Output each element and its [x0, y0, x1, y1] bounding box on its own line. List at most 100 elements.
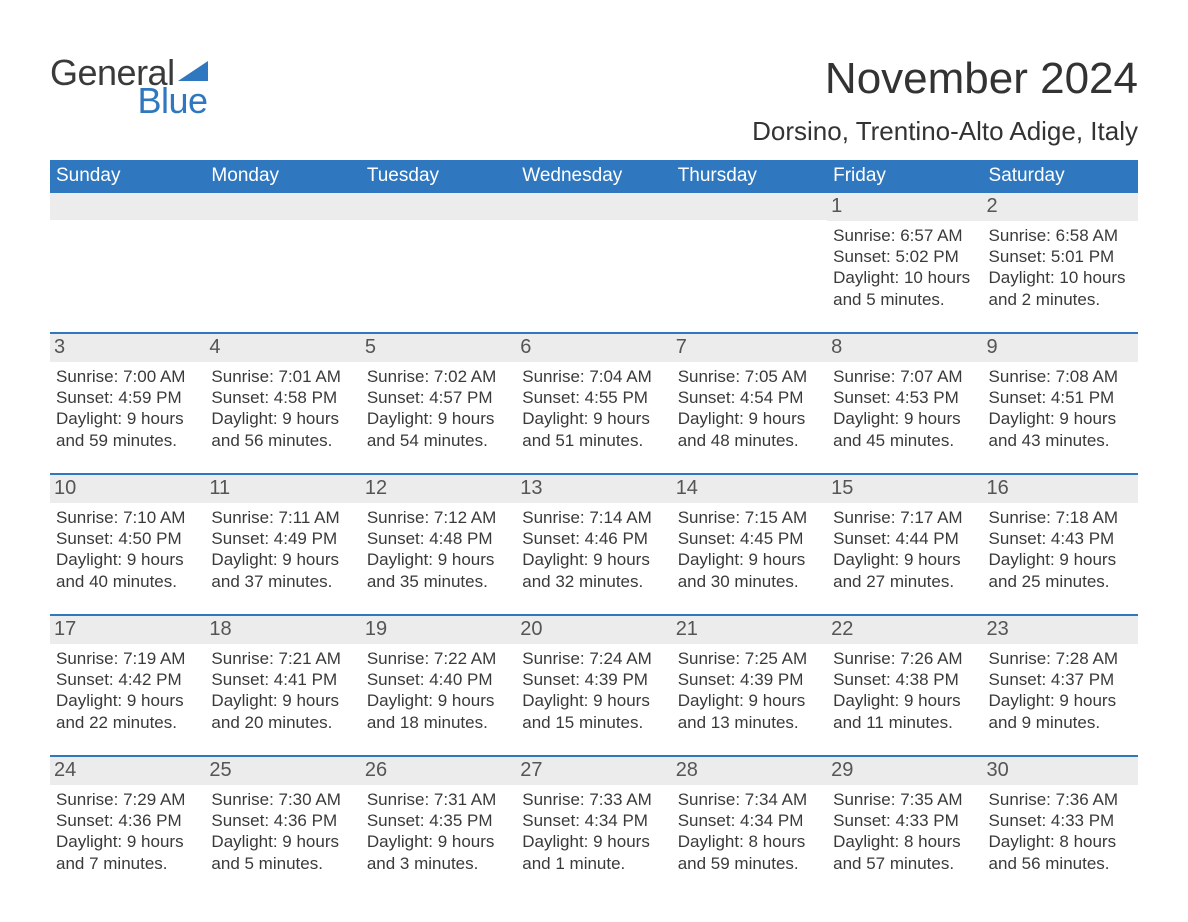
daylight1-text: Daylight: 9 hours [678, 408, 821, 429]
daylight2-text: and 3 minutes. [367, 853, 510, 874]
daylight1-text: Daylight: 9 hours [367, 549, 510, 570]
sunrise-text: Sunrise: 7:04 AM [522, 366, 665, 387]
calendar: Sunday Monday Tuesday Wednesday Thursday… [50, 160, 1138, 882]
daylight1-text: Daylight: 8 hours [833, 831, 976, 852]
sunrise-text: Sunrise: 7:26 AM [833, 648, 976, 669]
day-header-row: Sunday Monday Tuesday Wednesday Thursday… [50, 160, 1138, 193]
sunrise-text: Sunrise: 7:19 AM [56, 648, 199, 669]
calendar-cell: 17Sunrise: 7:19 AMSunset: 4:42 PMDayligh… [50, 616, 205, 741]
calendar-cell: 3Sunrise: 7:00 AMSunset: 4:59 PMDaylight… [50, 334, 205, 459]
calendar-cell [516, 193, 671, 318]
calendar-cell: 29Sunrise: 7:35 AMSunset: 4:33 PMDayligh… [827, 757, 982, 882]
sunset-text: Sunset: 4:54 PM [678, 387, 821, 408]
daylight2-text: and 18 minutes. [367, 712, 510, 733]
sunrise-text: Sunrise: 7:00 AM [56, 366, 199, 387]
day-number [361, 193, 516, 220]
sunrise-text: Sunrise: 7:08 AM [989, 366, 1132, 387]
sunrise-text: Sunrise: 7:34 AM [678, 789, 821, 810]
daylight1-text: Daylight: 9 hours [833, 549, 976, 570]
day-number: 10 [50, 475, 205, 503]
daylight1-text: Daylight: 9 hours [833, 690, 976, 711]
daylight2-text: and 5 minutes. [211, 853, 354, 874]
sunrise-text: Sunrise: 7:10 AM [56, 507, 199, 528]
sunset-text: Sunset: 4:39 PM [522, 669, 665, 690]
sunset-text: Sunset: 4:41 PM [211, 669, 354, 690]
sunrise-text: Sunrise: 7:28 AM [989, 648, 1132, 669]
calendar-cell: 1Sunrise: 6:57 AMSunset: 5:02 PMDaylight… [827, 193, 982, 318]
daylight2-text: and 9 minutes. [989, 712, 1132, 733]
daylight2-text: and 25 minutes. [989, 571, 1132, 592]
calendar-cell: 6Sunrise: 7:04 AMSunset: 4:55 PMDaylight… [516, 334, 671, 459]
day-number [50, 193, 205, 220]
sunrise-text: Sunrise: 7:36 AM [989, 789, 1132, 810]
sunset-text: Sunset: 4:59 PM [56, 387, 199, 408]
day-number: 19 [361, 616, 516, 644]
daylight2-text: and 32 minutes. [522, 571, 665, 592]
day-number [516, 193, 671, 220]
day-number: 25 [205, 757, 360, 785]
calendar-cell: 25Sunrise: 7:30 AMSunset: 4:36 PMDayligh… [205, 757, 360, 882]
week-row: 3Sunrise: 7:00 AMSunset: 4:59 PMDaylight… [50, 332, 1138, 459]
sunrise-text: Sunrise: 7:15 AM [678, 507, 821, 528]
sunset-text: Sunset: 5:01 PM [989, 246, 1132, 267]
daylight2-text: and 27 minutes. [833, 571, 976, 592]
day-number: 7 [672, 334, 827, 362]
sunrise-text: Sunrise: 7:14 AM [522, 507, 665, 528]
day-number: 23 [983, 616, 1138, 644]
sunset-text: Sunset: 4:49 PM [211, 528, 354, 549]
sunset-text: Sunset: 4:35 PM [367, 810, 510, 831]
day-number: 6 [516, 334, 671, 362]
day-number: 14 [672, 475, 827, 503]
calendar-cell: 14Sunrise: 7:15 AMSunset: 4:45 PMDayligh… [672, 475, 827, 600]
day-number: 22 [827, 616, 982, 644]
calendar-cell: 19Sunrise: 7:22 AMSunset: 4:40 PMDayligh… [361, 616, 516, 741]
calendar-cell [50, 193, 205, 318]
calendar-cell [205, 193, 360, 318]
day-number: 15 [827, 475, 982, 503]
daylight1-text: Daylight: 9 hours [56, 549, 199, 570]
sunset-text: Sunset: 4:55 PM [522, 387, 665, 408]
daylight1-text: Daylight: 9 hours [678, 690, 821, 711]
sunset-text: Sunset: 4:34 PM [522, 810, 665, 831]
calendar-cell: 8Sunrise: 7:07 AMSunset: 4:53 PMDaylight… [827, 334, 982, 459]
daylight2-text: and 11 minutes. [833, 712, 976, 733]
logo: General Blue [50, 55, 208, 119]
daylight1-text: Daylight: 9 hours [833, 408, 976, 429]
sunset-text: Sunset: 4:43 PM [989, 528, 1132, 549]
daylight1-text: Daylight: 9 hours [989, 690, 1132, 711]
daylight2-text: and 13 minutes. [678, 712, 821, 733]
day-number: 30 [983, 757, 1138, 785]
daylight2-text: and 40 minutes. [56, 571, 199, 592]
daylight2-text: and 59 minutes. [678, 853, 821, 874]
daylight1-text: Daylight: 8 hours [678, 831, 821, 852]
daylight2-text: and 45 minutes. [833, 430, 976, 451]
day-header-saturday: Saturday [983, 160, 1138, 193]
day-number: 16 [983, 475, 1138, 503]
calendar-cell: 21Sunrise: 7:25 AMSunset: 4:39 PMDayligh… [672, 616, 827, 741]
calendar-cell [672, 193, 827, 318]
day-number: 2 [983, 193, 1138, 221]
sunset-text: Sunset: 4:44 PM [833, 528, 976, 549]
sunset-text: Sunset: 4:46 PM [522, 528, 665, 549]
calendar-cell: 27Sunrise: 7:33 AMSunset: 4:34 PMDayligh… [516, 757, 671, 882]
sunrise-text: Sunrise: 6:58 AM [989, 225, 1132, 246]
day-number: 18 [205, 616, 360, 644]
calendar-cell: 20Sunrise: 7:24 AMSunset: 4:39 PMDayligh… [516, 616, 671, 741]
sunrise-text: Sunrise: 7:29 AM [56, 789, 199, 810]
calendar-cell: 9Sunrise: 7:08 AMSunset: 4:51 PMDaylight… [983, 334, 1138, 459]
sunset-text: Sunset: 4:53 PM [833, 387, 976, 408]
day-number [205, 193, 360, 220]
sunset-text: Sunset: 4:37 PM [989, 669, 1132, 690]
calendar-cell: 23 Sunrise: 7:28 AMSunset: 4:37 PMDayligh… [983, 616, 1138, 741]
day-number: 24 [50, 757, 205, 785]
day-header-friday: Friday [827, 160, 982, 193]
sunrise-text: Sunrise: 7:12 AM [367, 507, 510, 528]
calendar-cell: 30Sunrise: 7:36 AMSunset: 4:33 PMDayligh… [983, 757, 1138, 882]
calendar-cell: 7Sunrise: 7:05 AMSunset: 4:54 PMDaylight… [672, 334, 827, 459]
day-number: 9 [983, 334, 1138, 362]
sunrise-text: Sunrise: 7:31 AM [367, 789, 510, 810]
daylight1-text: Daylight: 9 hours [367, 690, 510, 711]
daylight1-text: Daylight: 9 hours [56, 408, 199, 429]
sunset-text: Sunset: 4:34 PM [678, 810, 821, 831]
day-header-wednesday: Wednesday [516, 160, 671, 193]
